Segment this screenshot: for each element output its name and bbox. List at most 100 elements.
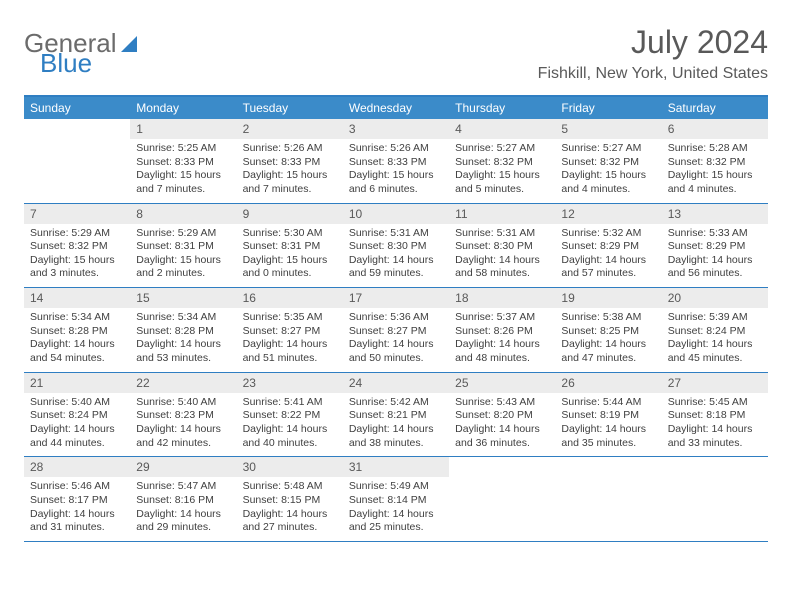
day-info: Sunrise: 5:38 AMSunset: 8:25 PMDaylight:… [555,308,661,372]
logo-sail-icon [119,34,141,54]
day-info: Sunrise: 5:26 AMSunset: 8:33 PMDaylight:… [237,139,343,203]
sunset-line: Sunset: 8:24 PM [668,325,762,339]
daylight-line-1: Daylight: 14 hours [243,338,337,352]
daylight-line-1: Daylight: 14 hours [30,423,124,437]
day-info: Sunrise: 5:27 AMSunset: 8:32 PMDaylight:… [555,139,661,203]
day-info: Sunrise: 5:40 AMSunset: 8:23 PMDaylight:… [130,393,236,457]
sunset-line: Sunset: 8:24 PM [30,409,124,423]
daylight-line-1: Daylight: 14 hours [668,254,762,268]
calendar-day-cell: 20Sunrise: 5:39 AMSunset: 8:24 PMDayligh… [662,288,768,372]
daylight-line-1: Daylight: 15 hours [136,169,230,183]
calendar-day-cell: 8Sunrise: 5:29 AMSunset: 8:31 PMDaylight… [130,204,236,288]
daylight-line-1: Daylight: 14 hours [349,508,443,522]
day-info: Sunrise: 5:34 AMSunset: 8:28 PMDaylight:… [24,308,130,372]
sunset-line: Sunset: 8:25 PM [561,325,655,339]
daylight-line-1: Daylight: 14 hours [136,423,230,437]
day-number: 19 [555,288,661,308]
daylight-line-2: and 58 minutes. [455,267,549,281]
sunrise-line: Sunrise: 5:27 AM [455,142,549,156]
calendar-day-cell: 19Sunrise: 5:38 AMSunset: 8:25 PMDayligh… [555,288,661,372]
calendar-weeks: 1Sunrise: 5:25 AMSunset: 8:33 PMDaylight… [24,119,768,542]
calendar-week-row: 7Sunrise: 5:29 AMSunset: 8:32 PMDaylight… [24,204,768,289]
day-info: Sunrise: 5:32 AMSunset: 8:29 PMDaylight:… [555,224,661,288]
day-number: 25 [449,373,555,393]
daylight-line-2: and 25 minutes. [349,521,443,535]
day-number: 9 [237,204,343,224]
calendar-day-cell: 5Sunrise: 5:27 AMSunset: 8:32 PMDaylight… [555,119,661,203]
sunrise-line: Sunrise: 5:40 AM [136,396,230,410]
dow-header-cell: Wednesday [343,97,449,119]
daylight-line-1: Daylight: 14 hours [349,254,443,268]
daylight-line-1: Daylight: 15 hours [455,169,549,183]
sunset-line: Sunset: 8:14 PM [349,494,443,508]
calendar-day-cell: 11Sunrise: 5:31 AMSunset: 8:30 PMDayligh… [449,204,555,288]
sunrise-line: Sunrise: 5:40 AM [30,396,124,410]
page-header: General July 2024 Fishkill, New York, Un… [0,0,792,89]
day-info: Sunrise: 5:39 AMSunset: 8:24 PMDaylight:… [662,308,768,372]
day-number: 18 [449,288,555,308]
dow-header-row: SundayMondayTuesdayWednesdayThursdayFrid… [24,97,768,119]
day-number: 5 [555,119,661,139]
sunset-line: Sunset: 8:18 PM [668,409,762,423]
daylight-line-2: and 7 minutes. [243,183,337,197]
daylight-line-2: and 56 minutes. [668,267,762,281]
daylight-line-1: Daylight: 14 hours [30,508,124,522]
day-number: 23 [237,373,343,393]
sunset-line: Sunset: 8:20 PM [455,409,549,423]
daylight-line-1: Daylight: 15 hours [136,254,230,268]
sunset-line: Sunset: 8:31 PM [243,240,337,254]
calendar-day-cell: 12Sunrise: 5:32 AMSunset: 8:29 PMDayligh… [555,204,661,288]
day-number: 16 [237,288,343,308]
calendar-day-cell: 1 Sunrise: 5:25 AMSunset: 8:33 PMDaylight… [130,119,236,203]
daylight-line-2: and 36 minutes. [455,437,549,451]
sunset-line: Sunset: 8:27 PM [243,325,337,339]
daylight-line-2: and 40 minutes. [243,437,337,451]
calendar-day-cell: 22Sunrise: 5:40 AMSunset: 8:23 PMDayligh… [130,373,236,457]
day-number: 11 [449,204,555,224]
calendar-day-cell: 25Sunrise: 5:43 AMSunset: 8:20 PMDayligh… [449,373,555,457]
sunrise-line: Sunrise: 5:42 AM [349,396,443,410]
day-number: 22 [130,373,236,393]
sunset-line: Sunset: 8:26 PM [455,325,549,339]
day-info: Sunrise: 5:49 AMSunset: 8:14 PMDaylight:… [343,477,449,541]
day-info: Sunrise: 5:33 AMSunset: 8:29 PMDaylight:… [662,224,768,288]
day-number: 6 [662,119,768,139]
day-info: Sunrise: 5:26 AMSunset: 8:33 PMDaylight:… [343,139,449,203]
day-number: 14 [24,288,130,308]
day-number: 13 [662,204,768,224]
sunrise-line: Sunrise: 5:25 AM [136,142,230,156]
day-number: 1 [130,119,236,139]
sunrise-line: Sunrise: 5:30 AM [243,227,337,241]
day-info: Sunrise: 5:30 AMSunset: 8:31 PMDaylight:… [237,224,343,288]
calendar-day-cell [555,457,661,541]
daylight-line-2: and 33 minutes. [668,437,762,451]
day-info: Sunrise: 5:46 AMSunset: 8:17 PMDaylight:… [24,477,130,541]
day-info: Sunrise: 5:29 AMSunset: 8:32 PMDaylight:… [24,224,130,288]
daylight-line-1: Daylight: 14 hours [243,508,337,522]
sunset-line: Sunset: 8:28 PM [30,325,124,339]
sunset-line: Sunset: 8:17 PM [30,494,124,508]
sunrise-line: Sunrise: 5:34 AM [136,311,230,325]
day-number: 4 [449,119,555,139]
daylight-line-2: and 2 minutes. [136,267,230,281]
calendar-day-cell: 23Sunrise: 5:41 AMSunset: 8:22 PMDayligh… [237,373,343,457]
calendar-week-row: 28Sunrise: 5:46 AMSunset: 8:17 PMDayligh… [24,457,768,542]
calendar-day-cell: 6Sunrise: 5:28 AMSunset: 8:32 PMDaylight… [662,119,768,203]
sunset-line: Sunset: 8:33 PM [136,156,230,170]
daylight-line-1: Daylight: 15 hours [243,254,337,268]
dow-header-cell: Saturday [662,97,768,119]
sunset-line: Sunset: 8:22 PM [243,409,337,423]
daylight-line-1: Daylight: 14 hours [136,338,230,352]
sunrise-line: Sunrise: 5:27 AM [561,142,655,156]
calendar-week-row: 14Sunrise: 5:34 AMSunset: 8:28 PMDayligh… [24,288,768,373]
sunset-line: Sunset: 8:32 PM [561,156,655,170]
daylight-line-2: and 31 minutes. [30,521,124,535]
sunrise-line: Sunrise: 5:45 AM [668,396,762,410]
day-info: Sunrise: 5:47 AMSunset: 8:16 PMDaylight:… [130,477,236,541]
day-info: Sunrise: 5:34 AMSunset: 8:28 PMDaylight:… [130,308,236,372]
daylight-line-1: Daylight: 14 hours [349,423,443,437]
calendar-week-row: 21Sunrise: 5:40 AMSunset: 8:24 PMDayligh… [24,373,768,458]
day-number: 28 [24,457,130,477]
sunrise-line: Sunrise: 5:35 AM [243,311,337,325]
sunset-line: Sunset: 8:21 PM [349,409,443,423]
